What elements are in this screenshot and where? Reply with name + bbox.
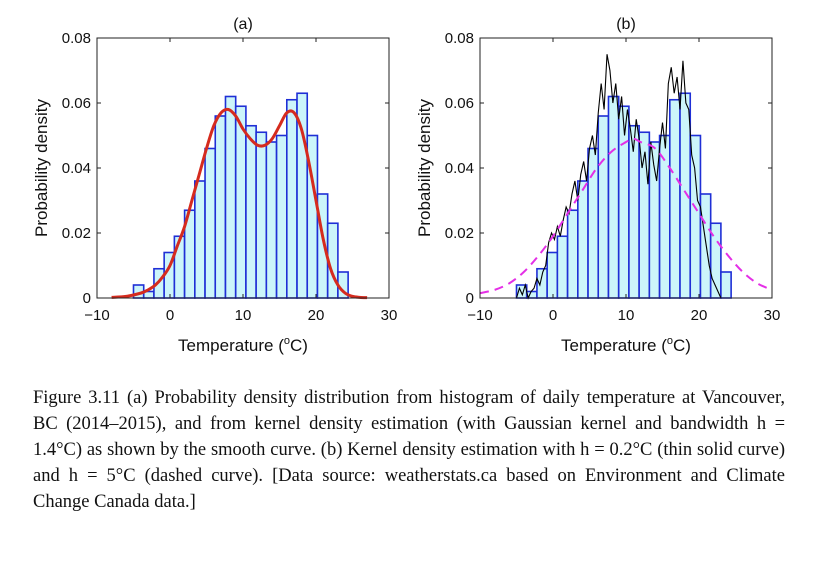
x-tick-label-a-2: 10 [235, 307, 252, 324]
y-tick-label-b-1: 0.02 [445, 225, 474, 242]
figure-caption: Figure 3.11 (a) Probability density dist… [33, 388, 785, 512]
x-tick-label-a-4: 30 [381, 307, 398, 324]
hist-bar-b-3 [546, 251, 559, 299]
hist-bar-a-9 [224, 95, 237, 299]
hist-bar-b-10 [617, 105, 630, 299]
kde-curve-a-0 [111, 107, 368, 300]
hist-bar-b-18 [699, 193, 712, 299]
hist-bar-a-14 [275, 134, 288, 299]
y-tick-label-a-1: 0.02 [62, 225, 91, 242]
x-axis-label-end-a: C) [290, 336, 308, 355]
hist-bar-a-13 [265, 141, 278, 299]
hist-bar-a-7 [204, 147, 217, 299]
y-tick-label-a-2: 0.04 [62, 160, 91, 177]
chart-title-b: (b) [616, 16, 636, 33]
x-axis-label-sup-a: o [284, 335, 290, 347]
y-tick-label-b-4: 0.08 [445, 30, 474, 47]
x-axis-label-a: Temperature (oC) [178, 335, 308, 355]
y-tick-label-a-3: 0.06 [62, 95, 91, 112]
x-axis-label-b: Temperature (oC) [561, 335, 691, 355]
chart-panel-b: −10 0 10 20 3000.020.040.060.08(b)Temperatur… [415, 16, 780, 355]
hist-bar-a-6 [194, 180, 206, 299]
chart-title-a: (a) [233, 16, 253, 33]
hist-bar-b-6 [577, 180, 589, 299]
hist-bar-b-11 [628, 124, 640, 299]
x-tick-label-a-3: 20 [308, 307, 325, 324]
hist-bar-b-9 [607, 95, 620, 299]
y-tick-label-b-2: 0.04 [445, 160, 474, 177]
y-axis-label-b: Probability density [415, 99, 434, 237]
hist-bar-b-4 [556, 235, 569, 299]
chart-panel-a: −10 0 10 20 3000.020.040.060.08(a)Temperatur… [32, 16, 397, 355]
x-axis-label-text-a: Temperature ( [178, 336, 284, 355]
hist-bar-b-7 [587, 147, 600, 299]
hist-bar-b-5 [566, 209, 579, 299]
hist-bar-a-15 [285, 98, 298, 299]
hist-bar-b-15 [668, 98, 681, 299]
hist-bar-a-12 [255, 131, 268, 299]
x-axis-label-end-b: C) [673, 336, 691, 355]
hist-bar-b-20 [720, 271, 732, 299]
x-tick-label-a-1: 0 [166, 307, 174, 324]
hist-bar-b-17 [689, 134, 702, 299]
hist-bar-a-11 [245, 124, 257, 299]
kde-curve-b-0 [515, 54, 722, 300]
kde-curve-b-1 [479, 137, 773, 295]
hist-bar-a-10 [234, 105, 247, 299]
y-tick-label-a-0: 0 [83, 290, 91, 307]
y-tick-label-b-0: 0 [466, 290, 474, 307]
x-axis-label-sup-b: o [667, 335, 673, 347]
x-tick-label-b-1: 0 [549, 307, 557, 324]
x-axis-label-text-b: Temperature ( [561, 336, 667, 355]
x-tick-label-a-0: −10 [84, 307, 109, 324]
x-tick-label-b-4: 30 [764, 307, 781, 324]
y-tick-label-a-4: 0.08 [62, 30, 91, 47]
x-tick-label-b-0: −10 [467, 307, 492, 324]
y-axis-label-a: Probability density [32, 99, 51, 237]
hist-bar-a-8 [214, 115, 227, 299]
x-tick-label-b-2: 10 [618, 307, 635, 324]
y-tick-label-b-3: 0.06 [445, 95, 474, 112]
hist-bar-b-8 [597, 115, 610, 299]
x-tick-label-b-3: 20 [691, 307, 708, 324]
figure-canvas: −10 0 10 20 3000.020.040.060.08(a)Temperatur… [32, 16, 780, 355]
